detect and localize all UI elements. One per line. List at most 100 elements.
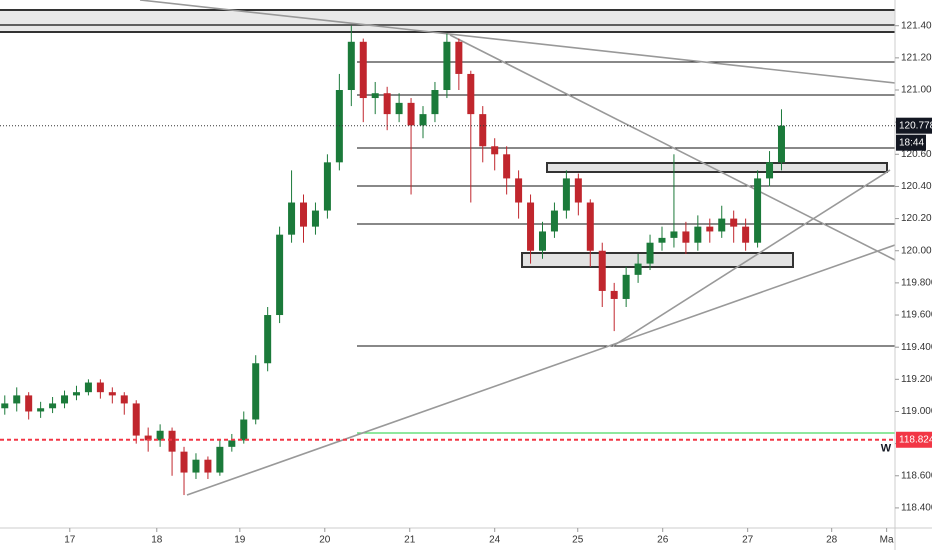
trend-line [186,244,896,496]
candle-body [61,395,69,404]
y-tick-label: 118.600 [901,470,932,481]
candle-body [694,226,702,243]
candle-body [1,403,9,409]
candle-body [538,231,546,251]
trend-line [612,169,891,347]
x-tick-label: 27 [742,535,754,546]
y-tick-label: 119.600 [901,310,932,321]
candle-body [120,395,128,404]
candle-body [562,178,570,211]
marker-label: W [881,443,892,455]
candle-body [491,146,499,155]
last-price-label: 120.778 [899,120,932,131]
candle-body [49,403,57,409]
x-tick-label: 17 [64,535,76,546]
candle-body [622,274,630,299]
y-tick-label: 121.000 [901,85,932,96]
candle-body [204,459,212,473]
level-lines [357,61,895,347]
candle-body [574,178,582,203]
y-tick-label: 121.400 [901,20,932,31]
candle-body [766,162,774,179]
candle-body [706,226,714,232]
y-tick-label: 119.000 [901,406,932,417]
candle-body [240,419,248,441]
alert-box [896,431,932,448]
x-tick-label: 25 [572,535,584,546]
candle-body [718,218,726,232]
zone-box [546,162,888,173]
drawings [0,0,896,496]
alert-label: 118.824 [899,434,932,445]
candle-body [323,162,331,211]
candle-body [682,231,690,243]
candle-body [634,263,642,275]
candle-body [395,102,403,115]
candle-body [598,250,606,291]
zone-box [521,252,794,268]
x-tick-label: 24 [489,535,501,546]
candle-body [455,41,463,74]
candle-body [407,102,415,126]
y-tick-label: 119.800 [901,278,932,289]
trend-line [449,34,896,261]
candle-body [300,202,308,227]
candle-body [658,237,666,243]
candle-body [168,430,176,452]
y-tick-label: 119.400 [901,342,932,353]
x-tick-label: 19 [234,535,246,546]
candle-body [479,114,487,147]
candle-body [264,315,272,364]
candle-body [276,234,284,316]
candle-body [443,41,451,91]
candle-body [156,430,164,441]
candle-body [730,218,738,227]
candle-body [467,73,475,115]
candle-body [550,210,558,232]
candle-body [25,395,33,412]
x-tick-label: 20 [319,535,331,546]
candle-body [84,382,92,393]
candle-body [72,392,80,396]
candle-body [586,202,594,251]
candle-body [515,178,523,203]
y-tick-label: 120.600 [901,149,932,160]
candle-body [347,41,355,91]
candle-body [610,290,618,299]
y-tick-label: 121.200 [901,53,932,64]
y-tick-label: 120.200 [901,213,932,224]
y-tick-label: 119.200 [901,374,932,385]
candle-body [311,210,319,227]
candle-body [108,392,116,396]
candle-body [527,202,535,251]
candle-body [383,93,391,115]
candle-body [646,242,654,264]
candle-body [742,226,750,243]
candle-body [777,125,785,163]
last-price-box [896,117,932,134]
candle-body [503,154,511,179]
y-tick-label: 120.000 [901,245,932,256]
x-tick-label: 18 [151,535,163,546]
trend-lines [139,0,896,496]
candle-body [419,114,427,126]
zone-box [0,10,895,32]
y-tick-label: 118.400 [901,503,932,514]
candle-body [216,446,224,473]
candle-body [252,363,260,420]
candle-body [228,440,236,447]
countdown-box [896,134,926,151]
candle-body [132,403,140,436]
x-tick-label: Ma [880,535,894,546]
candle-body [288,202,296,235]
candle-body [144,435,152,441]
x-tick-label: 26 [657,535,669,546]
candle-body [96,382,104,393]
y-tick-label: 120.400 [901,181,932,192]
trend-line [139,0,896,84]
candle-body [431,90,439,115]
x-tick-label: 21 [404,535,416,546]
candle-body [192,459,200,473]
